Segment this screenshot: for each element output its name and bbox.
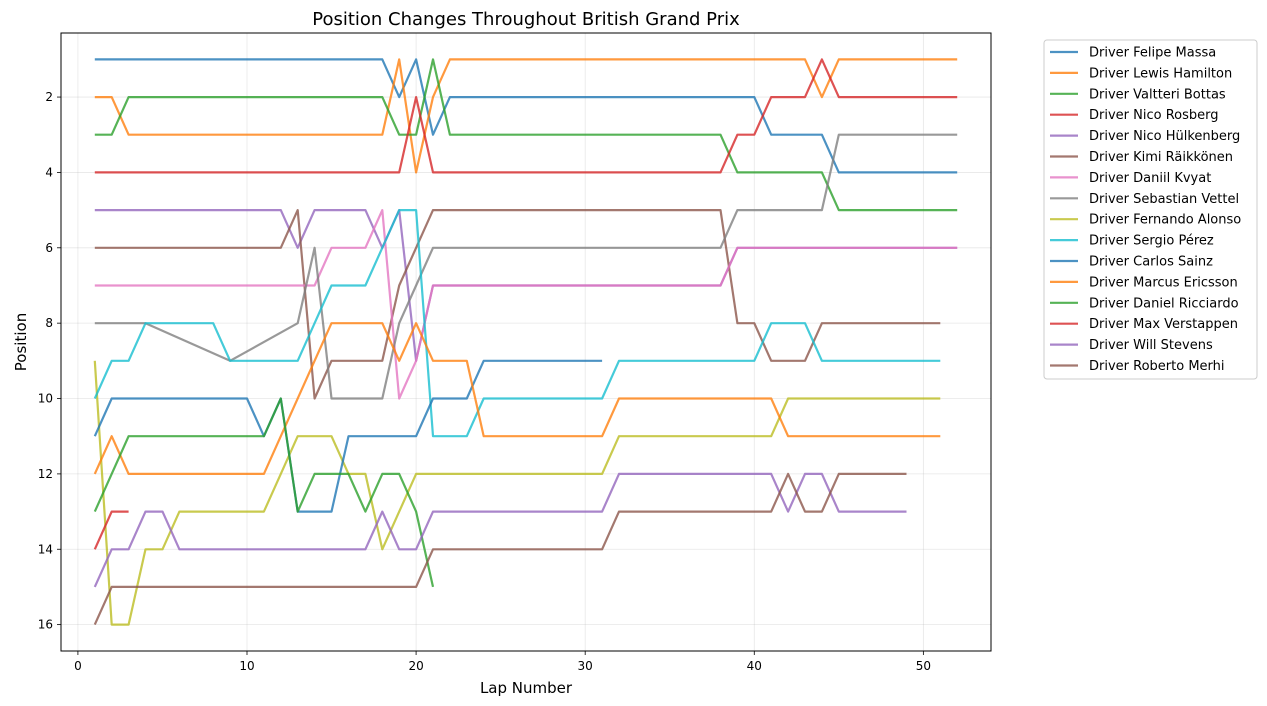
legend-label: Driver Fernando Alonso [1089, 213, 1241, 228]
x-tick-label: 50 [916, 659, 931, 673]
series-line-8 [94, 133, 958, 400]
legend-label: Driver Sergio Pérez [1089, 234, 1214, 249]
series-line-11 [93, 359, 603, 513]
x-tick-label: 10 [239, 659, 254, 673]
legend-label: Driver Max Verstappen [1089, 317, 1238, 332]
series-line-6 [94, 209, 941, 400]
series-line-13 [93, 397, 435, 588]
legend-label: Driver Daniel Ricciardo [1089, 296, 1239, 311]
plot-frame [60, 32, 992, 652]
legend-label: Driver Marcus Ericsson [1089, 275, 1238, 290]
y-tick-label: 6 [45, 241, 53, 255]
series-line-10 [93, 209, 941, 438]
legend-box [1043, 39, 1258, 380]
x-tick-label: 40 [747, 659, 762, 673]
y-tick-label: 4 [45, 165, 53, 179]
legend: Driver Felipe Massa Driver Lewis Hamilton… [1043, 39, 1258, 380]
x-axis: 0 10 20 30 40 50 [74, 651, 931, 673]
chart-title: Position Changes Throughout British Gran… [312, 9, 740, 30]
series-line-9 [93, 360, 941, 626]
y-tick-label: 10 [38, 392, 53, 406]
series-line-4 [94, 58, 958, 174]
legend-label: Driver Carlos Sainz [1089, 255, 1213, 270]
series-line-3 [94, 58, 958, 212]
series-line-16 [93, 472, 907, 626]
series-line-12 [93, 322, 941, 475]
y-axis-title: Position [12, 313, 30, 371]
legend-label: Driver Daniil Kvyat [1089, 171, 1211, 186]
series-line-15 [93, 472, 907, 588]
series-line-14 [93, 510, 129, 550]
series-lines [93, 58, 958, 626]
legend-label: Driver Will Stevens [1089, 338, 1213, 353]
x-tick-label: 0 [74, 659, 82, 673]
legend-label: Driver Nico Rosberg [1089, 108, 1219, 123]
y-tick-label: 8 [45, 316, 53, 330]
legend-label: Driver Kimi Räikkönen [1089, 150, 1233, 165]
y-tick-label: 2 [45, 90, 53, 104]
legend-label: Driver Nico Hülkenberg [1089, 129, 1240, 144]
legend-label: Driver Sebastian Vettel [1089, 192, 1239, 207]
y-tick-label: 16 [38, 618, 53, 632]
y-axis: 2 4 6 8 10 12 14 16 [38, 90, 61, 632]
legend-label: Driver Roberto Merhi [1089, 359, 1225, 374]
x-tick-label: 20 [408, 659, 423, 673]
legend-label: Driver Lewis Hamilton [1089, 66, 1232, 81]
y-tick-label: 14 [38, 542, 53, 556]
legend-label: Driver Felipe Massa [1089, 46, 1216, 61]
legend-label: Driver Valtteri Bottas [1089, 87, 1226, 102]
series-line-7 [94, 209, 958, 400]
y-tick-label: 12 [38, 467, 53, 481]
x-tick-label: 30 [578, 659, 593, 673]
x-axis-title: Lap Number [480, 679, 573, 697]
